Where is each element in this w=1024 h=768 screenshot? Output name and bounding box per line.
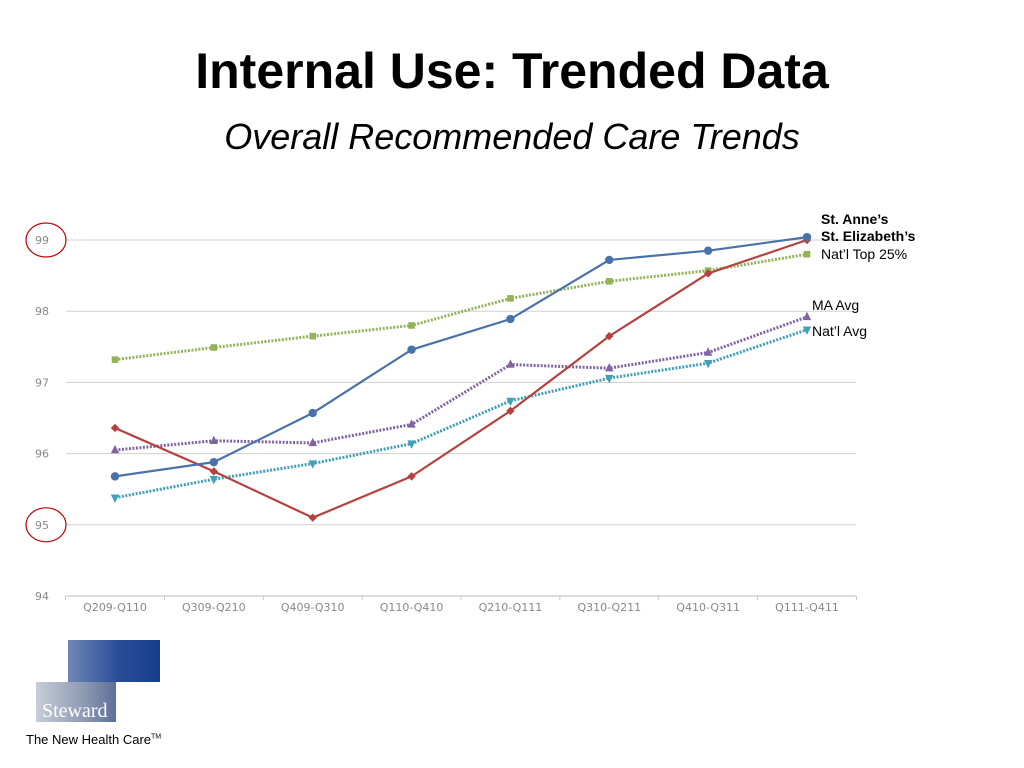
data-point	[605, 362, 614, 372]
data-point	[407, 345, 416, 354]
x-tick-label: Q310-Q211	[577, 601, 641, 614]
x-tick-label: Q309-Q210	[182, 601, 246, 614]
page-title: Internal Use: Trended Data	[195, 43, 829, 99]
data-point	[209, 435, 219, 444]
series-0	[110, 232, 812, 481]
logo-wordmark: Steward	[42, 700, 108, 722]
legend-label: St. Elizabeth’s	[821, 228, 916, 244]
data-point	[703, 269, 713, 278]
data-point	[209, 476, 219, 485]
data-point	[803, 250, 811, 258]
data-point	[110, 472, 120, 481]
data-point	[209, 467, 219, 476]
series-1	[110, 235, 812, 522]
data-point	[209, 457, 219, 467]
data-point	[506, 397, 515, 407]
data-point	[605, 277, 613, 285]
data-point	[308, 460, 317, 469]
y-tick-label: 99	[35, 234, 49, 247]
data-point	[802, 232, 812, 242]
data-point	[407, 472, 416, 481]
data-point	[210, 344, 218, 351]
series-2	[111, 250, 811, 363]
series-4	[110, 326, 812, 503]
x-tick-label: Q210-Q111	[479, 601, 543, 614]
data-point	[703, 347, 713, 356]
data-point	[506, 406, 515, 416]
series-line	[114, 236, 808, 478]
x-tick-label: Q409-Q310	[281, 601, 345, 614]
data-point	[308, 408, 317, 418]
series-line	[114, 238, 808, 519]
data-point	[308, 437, 317, 447]
data-point	[703, 246, 713, 255]
page-subtitle: Overall Recommended Care Trends	[224, 116, 800, 157]
data-point	[802, 326, 812, 335]
steward-logo: Steward The New Health CareTM	[26, 640, 206, 760]
data-point	[408, 322, 415, 329]
y-tick-label: 95	[35, 519, 49, 532]
data-point	[309, 332, 317, 340]
data-point	[703, 359, 713, 369]
x-tick-label: Q209-Q110	[83, 601, 147, 614]
legend-label: MA Avg	[812, 297, 859, 313]
legend-label: Nat’l Top 25%	[821, 246, 907, 262]
logo-tagline: The New Health CareTM	[26, 732, 162, 747]
data-point	[407, 419, 416, 428]
data-point	[507, 295, 514, 302]
data-point	[506, 359, 515, 368]
data-point	[802, 311, 812, 321]
data-point	[605, 331, 614, 341]
data-point	[506, 314, 515, 324]
y-tick-label: 98	[35, 305, 49, 318]
x-tick-label: Q111-Q411	[775, 601, 839, 614]
highlight-circle	[25, 222, 67, 258]
data-point	[110, 444, 120, 454]
x-tick-label: Q410-Q311	[676, 601, 740, 614]
y-tick-label: 94	[35, 590, 49, 603]
logo-block-light	[36, 682, 116, 722]
series-3	[110, 311, 812, 454]
data-point	[407, 440, 416, 449]
highlight-circle	[25, 507, 67, 543]
data-point	[110, 423, 120, 433]
legend-label: Nat’l Avg	[812, 323, 867, 339]
x-tick-label: Q110-Q410	[380, 601, 444, 614]
data-point	[111, 356, 119, 363]
series-line	[114, 252, 808, 362]
y-tick-label: 96	[35, 448, 49, 461]
logo-block-dark	[68, 640, 160, 682]
legend-label: St. Anne’s	[821, 211, 889, 227]
series-line	[114, 315, 808, 452]
y-tick-label: 97	[35, 376, 49, 389]
data-point	[605, 255, 614, 265]
data-point	[605, 374, 614, 384]
series-line	[114, 328, 808, 500]
data-point	[308, 513, 317, 522]
data-point	[110, 494, 120, 503]
